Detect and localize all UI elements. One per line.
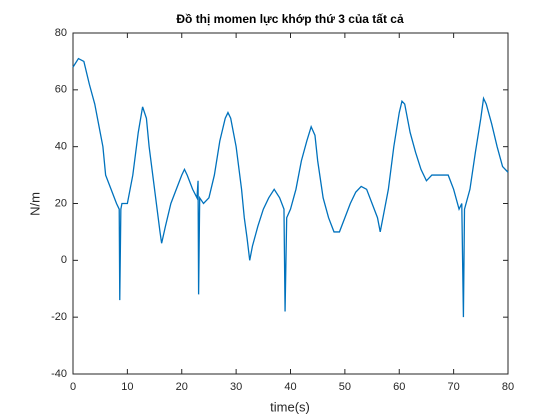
x-tick-label: 60	[393, 381, 405, 393]
x-tick-label: 0	[70, 381, 76, 393]
y-tick-label: 20	[55, 197, 67, 209]
y-tick-label: -20	[51, 311, 67, 323]
x-tick-label: 80	[502, 381, 514, 393]
y-tick-label: 40	[55, 141, 67, 153]
x-axis-label: time(s)	[270, 399, 310, 414]
chart-title: Đồ thị momen lực khớp thứ 3 của tất cả	[176, 12, 404, 26]
x-tick-label: 20	[176, 381, 188, 393]
y-axis-label: N/m	[27, 192, 42, 216]
x-tick-label: 10	[121, 381, 133, 393]
y-tick-label: 0	[61, 254, 67, 266]
data-line	[72, 57, 509, 318]
x-tick-label: 30	[230, 381, 242, 393]
x-tick-label: 50	[339, 381, 351, 393]
x-tick-label: 70	[448, 381, 460, 393]
y-tick-label: 60	[55, 84, 67, 96]
axes-box	[72, 32, 509, 375]
x-tick-label: 40	[284, 381, 296, 393]
y-tick-label: -40	[51, 368, 67, 380]
y-tick-label: 80	[55, 27, 67, 39]
